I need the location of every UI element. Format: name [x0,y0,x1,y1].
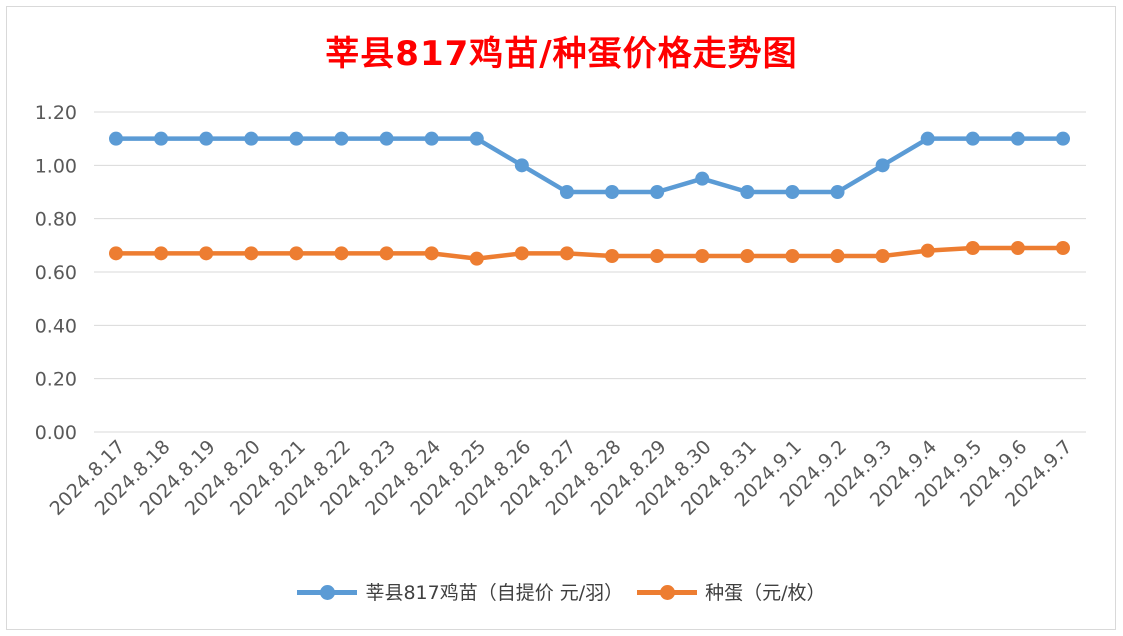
y-tick-label: 0.40 [35,315,77,337]
series-1-point [380,132,394,146]
series-2-point [831,249,845,263]
series-1-point [334,132,348,146]
legend-label-2: 种蛋（元/枚） [705,578,825,605]
legend-item-1: 莘县817鸡苗（自提价 元/羽） [297,578,623,605]
y-tick-label: 0.00 [35,422,77,444]
series-1-point [244,132,258,146]
series-2-point [560,246,574,260]
series-1-point [154,132,168,146]
series-2-point [289,246,303,260]
legend-swatch-2 [637,585,697,599]
series-1-point [470,132,484,146]
series-2-point [109,246,123,260]
series-1-point [921,132,935,146]
series-1-point [605,185,619,199]
series-2-point [876,249,890,263]
series-2-point [154,246,168,260]
series-2-point [425,246,439,260]
series-1-point [289,132,303,146]
legend-label-1: 莘县817鸡苗（自提价 元/羽） [365,578,623,605]
series-1-point [695,172,709,186]
series-2-point [605,249,619,263]
series-1-point [1011,132,1025,146]
series-2-point [1011,241,1025,255]
series-1-point [199,132,213,146]
series-1-point [109,132,123,146]
series-2-point [470,252,484,266]
series-2-point [921,244,935,258]
series-1-point [785,185,799,199]
series-2-point [380,246,394,260]
series-2-point [966,241,980,255]
series-1-point [650,185,664,199]
series-2-point [334,246,348,260]
series-1-point [740,185,754,199]
series-1-point [560,185,574,199]
series-1-point [876,158,890,172]
series-2-point [244,246,258,260]
series-1-point [831,185,845,199]
series-2-point [695,249,709,263]
series-2-point [515,246,529,260]
series-2-point [740,249,754,263]
y-tick-label: 0.20 [35,369,77,391]
y-tick-label: 0.80 [35,209,77,231]
series-2-point [199,246,213,260]
series-2-point [785,249,799,263]
series-1-point [515,158,529,172]
series-2-point [1056,241,1070,255]
series-1-point [966,132,980,146]
legend-item-2: 种蛋（元/枚） [637,578,825,605]
chart-legend: 莘县817鸡苗（自提价 元/羽） 种蛋（元/枚） [0,578,1123,605]
y-tick-label: 0.60 [35,262,77,284]
series-1-point [425,132,439,146]
y-tick-label: 1.20 [35,102,77,124]
y-tick-label: 1.00 [35,155,77,177]
series-2-point [650,249,664,263]
legend-swatch-1 [297,585,357,599]
series-1-point [1056,132,1070,146]
